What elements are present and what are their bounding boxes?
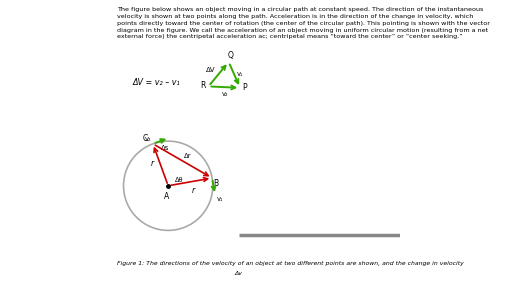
Text: The figure below shows an object moving in a circular path at constant speed. Th: The figure below shows an object moving … bbox=[117, 7, 490, 39]
Text: v₂: v₂ bbox=[222, 90, 228, 96]
Text: v₁: v₁ bbox=[237, 71, 244, 77]
Text: ΔV: ΔV bbox=[206, 67, 216, 73]
Text: B: B bbox=[214, 179, 219, 188]
Text: Figure 1: The directions of the velocity of an object at two different points ar: Figure 1: The directions of the velocity… bbox=[117, 262, 464, 266]
Text: r: r bbox=[151, 159, 154, 168]
Text: Δr: Δr bbox=[184, 153, 191, 159]
Text: C: C bbox=[142, 134, 147, 143]
Text: v₂: v₂ bbox=[145, 136, 152, 141]
Text: Δv: Δv bbox=[235, 271, 243, 276]
Text: P: P bbox=[243, 83, 247, 92]
Text: Δs: Δs bbox=[161, 145, 169, 151]
Text: R: R bbox=[200, 81, 206, 90]
Text: Q: Q bbox=[227, 51, 233, 60]
Text: v₁: v₁ bbox=[217, 196, 223, 202]
Text: ΔV = v₂ – v₁: ΔV = v₂ – v₁ bbox=[132, 77, 180, 87]
Text: A: A bbox=[164, 192, 169, 200]
Text: Δθ: Δθ bbox=[175, 177, 183, 183]
Text: r: r bbox=[191, 186, 195, 195]
